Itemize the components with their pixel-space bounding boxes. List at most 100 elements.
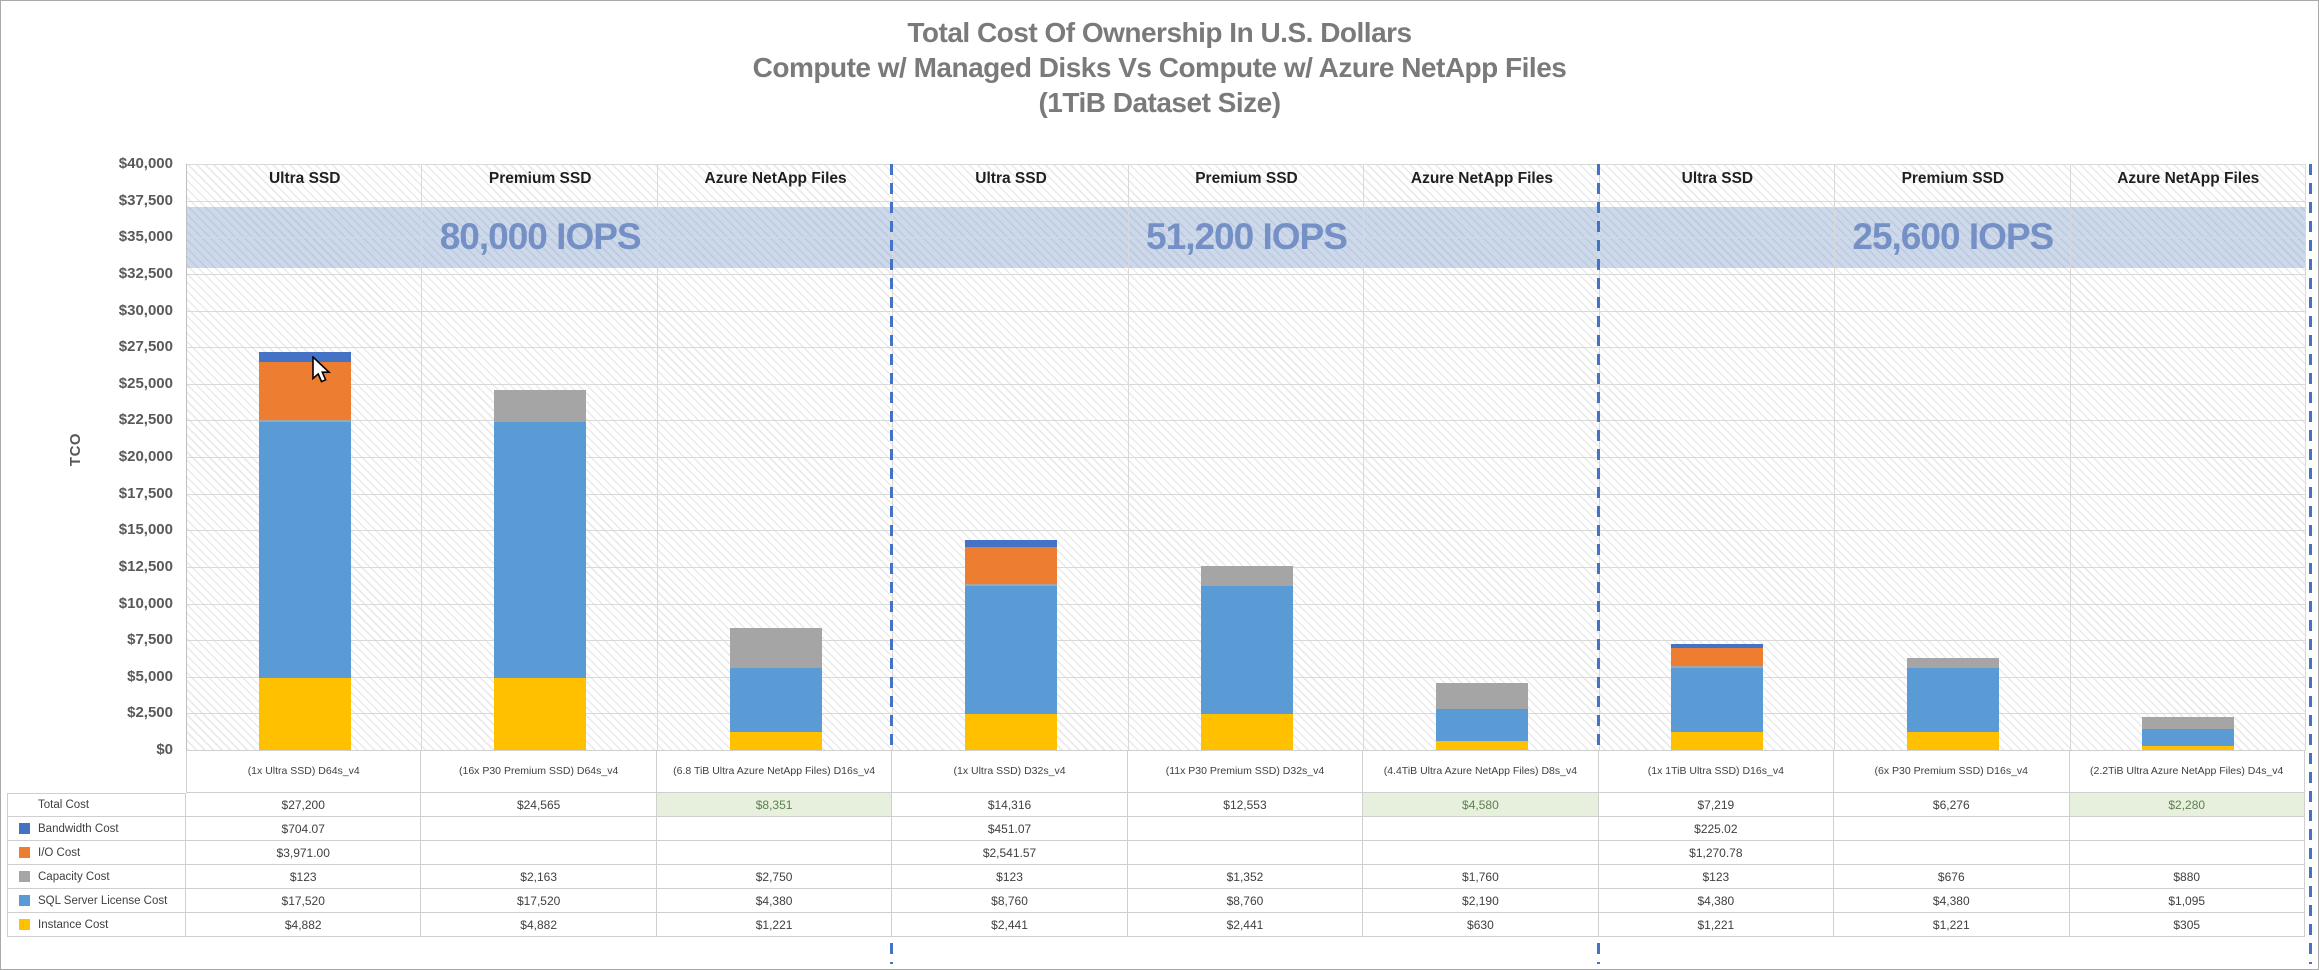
table-cell: $1,270.78 [1598, 841, 1835, 865]
table-cell: $2,190 [1363, 889, 1599, 913]
table-row-label: I/O Cost [7, 841, 186, 865]
y-axis-tick-label: $30,000 [118, 301, 173, 319]
table-cell: $676 [1834, 865, 2070, 889]
chart-title-line3: (1TiB Dataset Size) [1038, 87, 1281, 118]
bar-segment [258, 421, 351, 679]
group-divider [890, 164, 894, 964]
bar-segment [1906, 667, 1999, 733]
plot-area: Ultra SSD Premium SSD Azure NetApp Files 80… [186, 164, 2306, 751]
legend-swatch [19, 919, 30, 930]
table-cell [656, 841, 893, 865]
table-cell [421, 817, 657, 841]
table-cell: $1,095 [2069, 889, 2305, 913]
table-category-header: (2.2TiB Ultra Azure NetApp Files) D4s_v4 [2069, 750, 2305, 793]
gridline-vertical [1127, 164, 1129, 750]
y-axis-tick-label: $15,000 [118, 521, 173, 539]
table-row-label: Capacity Cost [7, 865, 186, 889]
table-cell: $123 [892, 865, 1128, 889]
table-cell: $27,200 [186, 793, 422, 817]
table-cell: $12,553 [1127, 793, 1364, 817]
bar-segment [1200, 585, 1293, 715]
table-cell: $123 [1598, 865, 1835, 889]
gridline-vertical [2069, 164, 2071, 750]
table-cell: $630 [1363, 913, 1599, 937]
table-cell: $4,882 [421, 913, 657, 937]
gridline-horizontal [187, 310, 2306, 312]
bar-segment [1200, 566, 1293, 586]
iops-label: 80,000 IOPS [439, 216, 642, 257]
iops-label: 51,200 IOPS [1146, 216, 1348, 257]
bar-segment [965, 585, 1058, 715]
table-category-header: (1x Ultra SSD) D32s_v4 [892, 750, 1128, 793]
gridline-horizontal [187, 420, 2306, 422]
table-cell: $1,221 [656, 913, 893, 937]
table-cell: $1,352 [1127, 865, 1364, 889]
bar-segment [729, 627, 822, 668]
gridline-horizontal [187, 200, 2306, 202]
bar-segment [2142, 729, 2235, 746]
gridline-vertical [656, 164, 658, 750]
bar-segment [965, 546, 1058, 585]
table-cell: $1,760 [1363, 865, 1599, 889]
table-cell: $2,280 [2069, 793, 2305, 817]
table-cell: $225.02 [1598, 817, 1835, 841]
bar-segment [2142, 745, 2235, 750]
table-cell: $7,219 [1598, 793, 1835, 817]
bar-segment [258, 678, 351, 750]
gridline-vertical [2305, 164, 2306, 750]
table-category-header: (1x Ultra SSD) D64s_v4 [186, 750, 422, 793]
chart-title: Total Cost Of Ownership In U.S. Dollars … [1, 15, 2318, 120]
bar-segment [1435, 708, 1528, 741]
table-row-label: Instance Cost [7, 913, 186, 937]
table-category-header: (11x P30 Premium SSD) D32s_v4 [1127, 750, 1364, 793]
table-cell: $4,882 [186, 913, 422, 937]
bar-segment [965, 584, 1058, 586]
column-header: Ultra SSD [975, 170, 1047, 187]
bar-segment [258, 351, 351, 362]
table-cell [2069, 817, 2305, 841]
table-cell: $2,441 [892, 913, 1128, 937]
table-cell: $4,380 [1834, 889, 2070, 913]
bar-segment [1200, 714, 1293, 750]
column-header: Ultra SSD [268, 170, 341, 187]
y-axis-tick-label: $10,000 [118, 594, 173, 612]
table-category-header: (4.4TiB Ultra Azure NetApp Files) D8s_v4 [1363, 750, 1599, 793]
y-axis-tick-label: $25,000 [118, 374, 173, 392]
legend-swatch [19, 895, 30, 906]
table-cell: $17,520 [186, 889, 422, 913]
group-divider [1596, 164, 1600, 964]
table-cell [1363, 817, 1599, 841]
table-cell: $2,163 [421, 865, 657, 889]
table-cell: $24,565 [421, 793, 657, 817]
table-corner-cell [7, 750, 186, 793]
table-category-header: (6.8 TiB Ultra Azure NetApp Files) D16s_… [656, 750, 893, 793]
table-cell: $8,351 [656, 793, 893, 817]
table-cell: $4,580 [1363, 793, 1599, 817]
gridline-horizontal [187, 457, 2306, 458]
column-header: Premium SSD [1195, 170, 1298, 187]
table-cell: $3,971.00 [186, 841, 422, 865]
bar-segment [258, 361, 351, 420]
table-cell: $6,276 [1834, 793, 2070, 817]
table-cell: $8,760 [892, 889, 1128, 913]
table-cell: $4,380 [656, 889, 893, 913]
table-cell: $2,541.57 [892, 841, 1128, 865]
bar-segment [1435, 682, 1528, 709]
gridline-vertical [1363, 164, 1365, 750]
table-cell: $17,520 [421, 889, 657, 913]
bar-segment [494, 390, 587, 422]
gridline-horizontal [187, 164, 2306, 165]
cost-table: (1x Ultra SSD) D64s_v4 (16x P30 Premium S… [7, 750, 2305, 937]
bar-segment [258, 420, 351, 422]
table-cell [1363, 841, 1599, 865]
gridline-vertical [1834, 164, 1836, 750]
table-cell: $451.07 [892, 817, 1128, 841]
column-header: Premium SSD [488, 170, 592, 187]
y-axis-tick-label: $5,000 [127, 667, 173, 685]
chart-title-line1: Total Cost Of Ownership In U.S. Dollars [907, 17, 1412, 48]
y-axis-tick-label: $12,500 [118, 557, 173, 575]
table-cell: $2,441 [1127, 913, 1364, 937]
bar-segment [729, 667, 822, 733]
chart-title-line2: Compute w/ Managed Disks Vs Compute w/ A… [752, 52, 1567, 83]
